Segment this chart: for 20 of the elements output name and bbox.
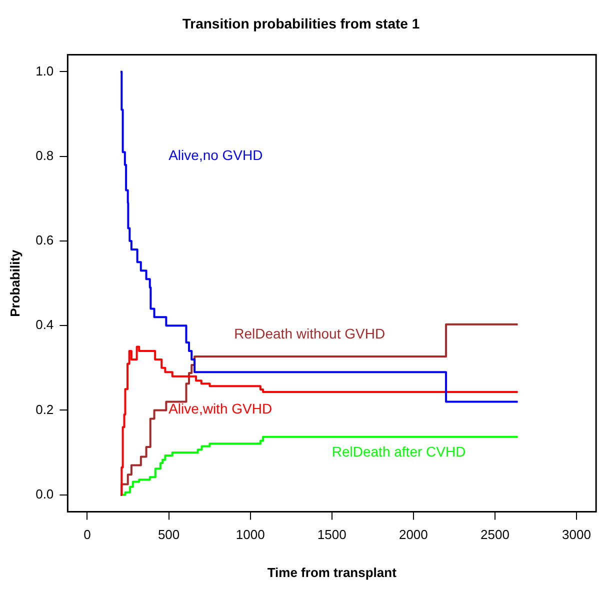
x-tick-label: 3000 (562, 527, 591, 542)
chart-title: Transition probabilities from state 1 (182, 15, 420, 32)
x-tick-label: 2000 (398, 527, 428, 542)
y-tick-label: 0.6 (36, 232, 54, 248)
y-tick-label: 0.2 (36, 402, 54, 417)
x-tick-label: 500 (158, 527, 180, 542)
y-tick-label: 1.0 (36, 63, 54, 78)
x-tick-label: 2500 (480, 527, 510, 542)
y-tick-label: 0.8 (36, 148, 54, 163)
series-label: RelDeath without GVHD (234, 325, 386, 342)
y-tick-label: 0.4 (36, 317, 54, 332)
series-label: RelDeath after CVHD (332, 444, 466, 460)
series-label: Alive,with GVHD (168, 400, 272, 417)
x-tick-label: 1500 (317, 527, 346, 542)
x-axis-title: Time from transplant (267, 564, 398, 580)
y-axis-title: Probability (7, 248, 22, 317)
x-tick-label: 0 (84, 527, 91, 542)
text: Alive,no GVHD (168, 147, 263, 164)
y-tick-label: 0.0 (36, 486, 54, 502)
x-tick-label: 1000 (236, 527, 265, 542)
